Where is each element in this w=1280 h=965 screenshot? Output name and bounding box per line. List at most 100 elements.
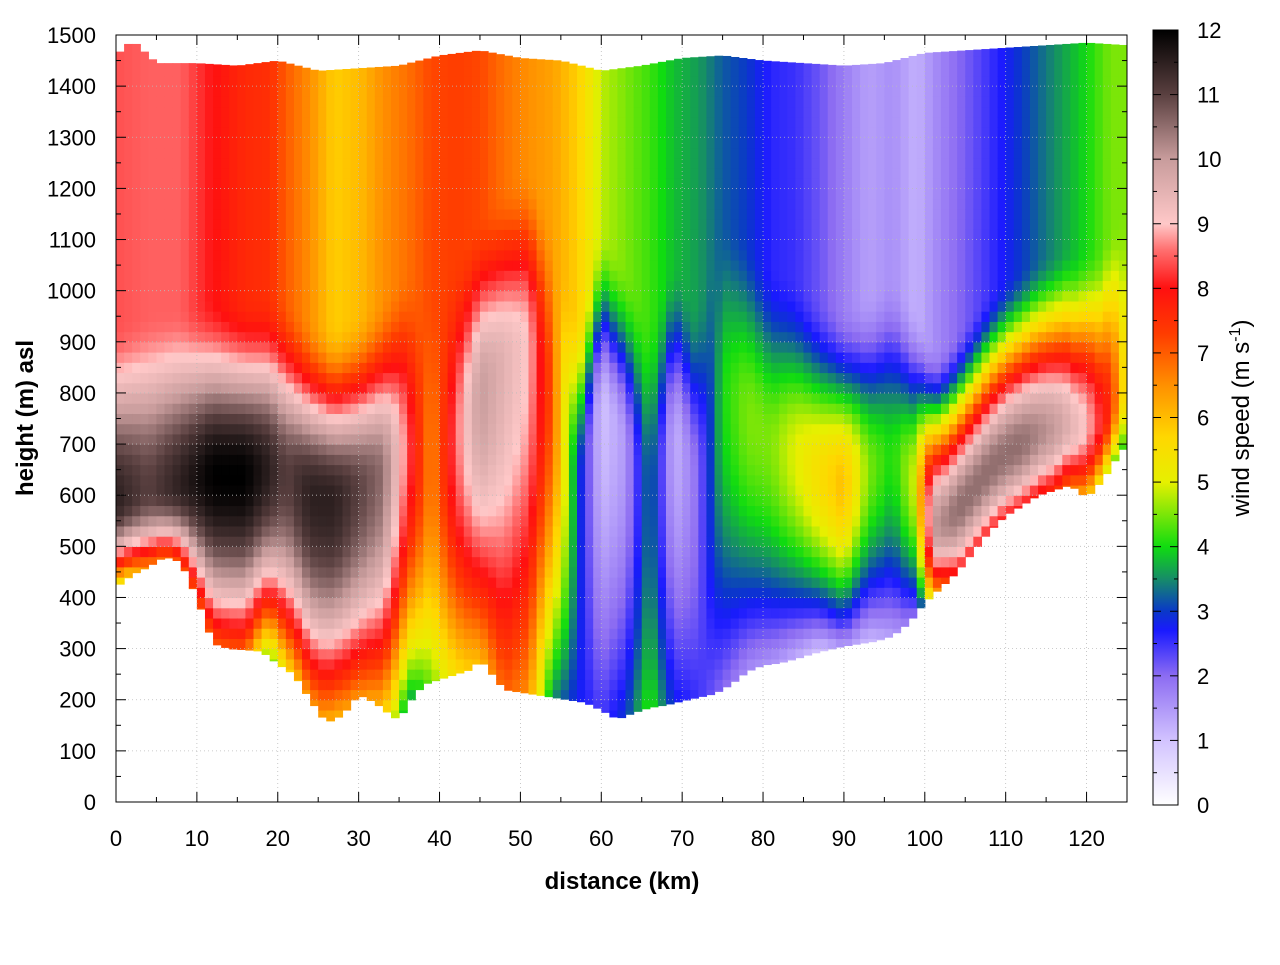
heatmap-cell <box>545 229 554 240</box>
heatmap-cell <box>585 495 594 506</box>
heatmap-cell <box>585 690 594 701</box>
heatmap-cell <box>334 372 343 383</box>
heatmap-cell <box>698 291 707 302</box>
heatmap-cell <box>156 168 165 179</box>
heatmap-cell <box>601 424 610 435</box>
heatmap-cell <box>545 403 554 414</box>
heatmap-cell <box>569 587 578 598</box>
heatmap-cell <box>302 413 311 424</box>
heatmap-cell <box>561 362 570 373</box>
heatmap-cell <box>520 536 529 547</box>
heatmap-cell <box>229 219 238 230</box>
heatmap-cell <box>763 301 772 312</box>
heatmap-cell <box>197 424 206 435</box>
heatmap-cell <box>148 86 157 97</box>
heatmap-cell <box>577 546 586 557</box>
heatmap-cell <box>375 240 384 251</box>
heatmap-cell <box>512 649 521 660</box>
heatmap-cell <box>189 63 198 66</box>
heatmap-cell <box>294 76 303 87</box>
heatmap-cell <box>747 505 756 516</box>
heatmap-cell <box>431 475 440 486</box>
heatmap-cell <box>197 495 206 506</box>
heatmap-cell <box>690 485 699 496</box>
heatmap-cell <box>528 454 537 465</box>
heatmap-cell <box>399 608 408 619</box>
heatmap-cell <box>124 250 133 261</box>
heatmap-cell <box>480 393 489 404</box>
heatmap-cell <box>124 66 133 77</box>
heatmap-cell <box>553 577 562 588</box>
heatmap-cell <box>302 240 311 251</box>
heatmap-cell <box>181 454 190 465</box>
heatmap-cell <box>342 76 351 87</box>
heatmap-cell <box>723 178 732 189</box>
heatmap-cell <box>666 96 675 107</box>
heatmap-cell <box>294 147 303 158</box>
heatmap-cell <box>189 465 198 476</box>
heatmap-cell <box>124 485 133 496</box>
heatmap-cell <box>472 86 481 97</box>
heatmap-cell <box>245 526 254 537</box>
heatmap-cell <box>302 321 311 332</box>
heatmap-cell <box>375 96 384 107</box>
heatmap-cell <box>407 690 416 701</box>
heatmap-cell <box>189 424 198 435</box>
heatmap-cell <box>585 178 594 189</box>
heatmap-cell <box>553 250 562 261</box>
heatmap-cell <box>440 342 449 353</box>
heatmap-cell <box>221 638 230 648</box>
heatmap-cell <box>569 424 578 435</box>
heatmap-cell <box>197 301 206 312</box>
heatmap-cell <box>569 188 578 199</box>
heatmap-cell <box>642 362 651 373</box>
heatmap-cell <box>423 66 432 77</box>
heatmap-cell <box>197 158 206 169</box>
heatmap-cell <box>617 209 626 220</box>
heatmap-cell <box>415 413 424 424</box>
heatmap-cell <box>237 413 246 424</box>
heatmap-cell <box>116 485 125 496</box>
heatmap-cell <box>351 393 360 404</box>
heatmap-cell <box>553 66 562 77</box>
heatmap-cell <box>294 618 303 629</box>
heatmap-cell <box>715 475 724 486</box>
heatmap-cell <box>456 321 465 332</box>
heatmap-cell <box>626 383 635 394</box>
heatmap-cell <box>666 229 675 240</box>
heatmap-cell <box>116 301 125 312</box>
heatmap-cell <box>747 393 756 404</box>
heatmap-cell <box>399 383 408 394</box>
heatmap-cell <box>302 219 311 230</box>
heatmap-cell <box>561 188 570 199</box>
heatmap-cell <box>617 137 626 148</box>
heatmap-cell <box>682 66 691 77</box>
heatmap-cell <box>593 700 602 709</box>
heatmap-cell <box>415 526 424 537</box>
heatmap-cell <box>205 147 214 158</box>
heatmap-cell <box>367 219 376 230</box>
heatmap-cell <box>569 250 578 261</box>
heatmap-cell <box>698 649 707 660</box>
heatmap-cell <box>715 127 724 138</box>
heatmap-cell <box>334 690 343 701</box>
heatmap-cell <box>528 597 537 608</box>
heatmap-cell <box>545 608 554 619</box>
heatmap-cell <box>609 659 618 670</box>
heatmap-cell <box>666 690 675 701</box>
heatmap-cell <box>367 332 376 343</box>
heatmap-cell <box>747 291 756 302</box>
heatmap-cell <box>706 526 715 537</box>
heatmap-cell <box>650 280 659 291</box>
heatmap-cell <box>342 597 351 608</box>
heatmap-cell <box>723 291 732 302</box>
heatmap-cell <box>440 383 449 394</box>
heatmap-cell <box>674 536 683 547</box>
heatmap-cell <box>197 270 206 281</box>
heatmap-cell <box>367 679 376 690</box>
heatmap-cell <box>747 321 756 332</box>
heatmap-cell <box>690 57 699 66</box>
heatmap-cell <box>504 352 513 363</box>
heatmap-cell <box>755 301 764 312</box>
heatmap-cell <box>197 362 206 373</box>
